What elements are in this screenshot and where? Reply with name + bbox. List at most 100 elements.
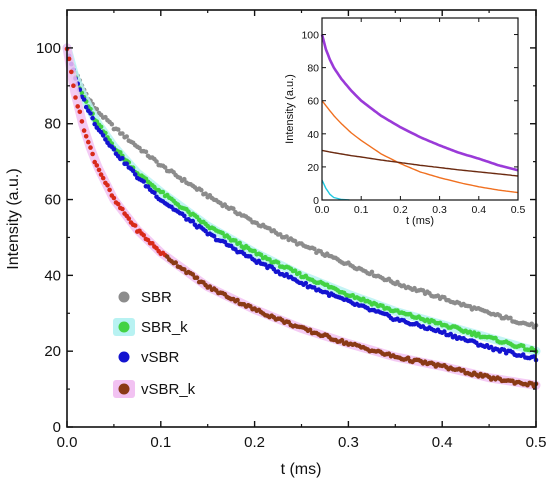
data-point xyxy=(476,331,481,337)
data-point xyxy=(211,233,217,239)
data-point xyxy=(190,272,196,277)
inset-y-tick-label: 40 xyxy=(307,129,319,141)
inset-series-total xyxy=(320,34,519,172)
data-point xyxy=(79,90,85,96)
data-point xyxy=(92,121,97,127)
data-point xyxy=(252,248,257,254)
data-point xyxy=(405,355,411,361)
legend-marker xyxy=(118,383,130,395)
data-point xyxy=(83,134,89,139)
data-point xyxy=(79,119,85,124)
x-tick-label: 0.3 xyxy=(338,434,359,451)
legend-label: vSBR_k xyxy=(141,381,196,398)
data-point xyxy=(109,121,115,127)
data-point xyxy=(284,234,289,239)
data-point xyxy=(98,172,104,177)
data-point xyxy=(182,176,187,182)
data-point xyxy=(107,187,112,193)
main-series-layer xyxy=(62,43,541,390)
inset-x-tick-label: 0.1 xyxy=(354,204,369,216)
data-point xyxy=(90,115,95,121)
data-point xyxy=(111,147,117,152)
main-chart: 0.0 0.1 0.2 0.3 0.4 0.5 0 20 40 60 80 100 t (ms) In… xyxy=(5,9,546,478)
data-point xyxy=(297,270,302,276)
data-point xyxy=(182,267,187,272)
data-point xyxy=(520,343,526,349)
data-point xyxy=(118,150,123,155)
main-ticks-layer: 0.0 0.1 0.2 0.3 0.4 0.5 0 20 40 60 80 100 xyxy=(36,10,546,451)
legend-marker xyxy=(118,351,130,363)
data-point xyxy=(207,284,213,289)
data-point xyxy=(235,297,240,303)
data-point xyxy=(275,260,281,265)
data-point xyxy=(220,230,225,236)
legend-label: SBR_k xyxy=(141,319,188,336)
data-point xyxy=(132,223,138,228)
data-point xyxy=(103,137,108,142)
data-point xyxy=(312,246,317,252)
data-point xyxy=(303,280,309,286)
data-point xyxy=(203,191,208,196)
legend-item-vsbr-k: vSBR_k xyxy=(113,380,196,398)
data-point xyxy=(71,83,76,88)
data-point xyxy=(132,172,138,177)
y-tick-label: 80 xyxy=(44,116,61,133)
data-point xyxy=(141,233,146,238)
data-point xyxy=(94,163,100,168)
data-point xyxy=(448,331,454,337)
data-point xyxy=(143,149,149,155)
data-point xyxy=(92,159,97,165)
data-point xyxy=(90,151,95,157)
legend: SBR SBR_k vSBR vSBR_k xyxy=(113,289,196,398)
data-point xyxy=(124,134,129,139)
data-point xyxy=(531,354,537,359)
data-point xyxy=(120,131,125,136)
data-point xyxy=(120,155,125,161)
inset-ticks-layer: 0.0 0.1 0.2 0.3 0.4 0.5 0 20 40 60 80 100 xyxy=(301,18,525,216)
data-point xyxy=(471,330,477,335)
inset-y-axis-label: Intensity (a.u.) xyxy=(284,74,296,144)
inset-background xyxy=(322,18,518,200)
data-point xyxy=(173,260,178,265)
data-point xyxy=(86,139,91,145)
data-point xyxy=(81,97,87,102)
y-tick-label: 0 xyxy=(53,419,61,436)
data-point xyxy=(199,187,204,193)
inset-series-component-2 xyxy=(321,100,519,194)
data-point xyxy=(160,189,166,195)
data-point xyxy=(115,201,121,207)
inset-y-tick-label: 60 xyxy=(307,96,319,108)
data-point xyxy=(75,104,80,109)
data-point xyxy=(94,106,100,112)
data-point xyxy=(120,206,125,212)
data-point xyxy=(100,133,106,138)
legend-item-sbr: SBR xyxy=(118,289,172,306)
data-point xyxy=(231,206,236,211)
inset-chart: 0.0 0.1 0.2 0.3 0.4 0.5 0 20 40 60 80 100 t (ms) In… xyxy=(284,17,525,227)
x-tick-label: 0.4 xyxy=(432,434,453,451)
data-point xyxy=(233,238,238,243)
inset-x-tick-label: 0.0 xyxy=(315,204,330,216)
y-tick-label: 100 xyxy=(36,40,61,57)
data-point xyxy=(126,216,132,221)
data-point xyxy=(77,109,83,115)
inset-x-tick-label: 0.5 xyxy=(511,204,526,216)
data-point xyxy=(96,167,102,173)
data-point xyxy=(529,321,534,327)
data-point xyxy=(124,161,129,166)
data-point xyxy=(339,337,345,343)
x-tick-label: 0.0 xyxy=(57,434,78,451)
data-point xyxy=(81,128,87,133)
data-point xyxy=(182,213,187,219)
main-y-axis-label: Intensity (a.u.) xyxy=(5,168,22,269)
data-point xyxy=(105,183,110,188)
data-point xyxy=(194,275,200,281)
legend-item-sbr-k: SBR_k xyxy=(113,318,188,336)
inset-x-tick-label: 0.3 xyxy=(432,204,447,216)
data-point xyxy=(130,168,136,174)
data-point xyxy=(73,95,78,100)
data-point xyxy=(154,159,159,164)
data-point xyxy=(369,269,375,275)
inset-y-tick-label: 100 xyxy=(301,30,319,42)
